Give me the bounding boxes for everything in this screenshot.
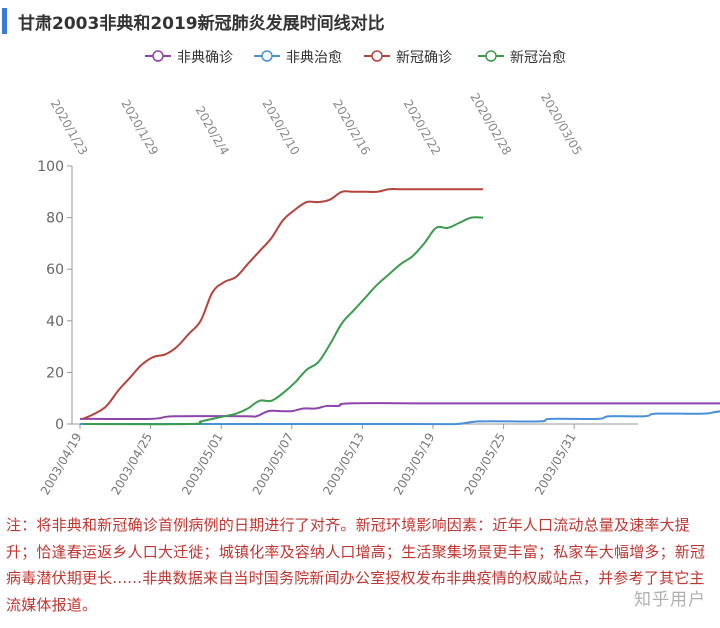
legend-marker [371,50,383,62]
x-top-tick-label: 2020/2/16 [330,97,373,157]
x-top-tick-label: 2020/2/22 [401,97,444,157]
title-accent-bar [2,8,7,34]
x-bottom-tick-label: 2003/04/25 [108,431,155,498]
legend-marker [485,50,497,62]
series-line-1 [79,410,720,426]
y-tick-label: 40 [46,314,64,330]
x-bottom-tick-label: 2003/04/19 [38,431,85,498]
legend-label: 非典治愈 [286,50,342,66]
y-tick-label: 60 [46,262,64,278]
series-line-2 [82,188,484,420]
y-tick-label: 100 [37,159,64,175]
x-top-tick-label: 2020/2/10 [259,97,302,157]
watermark: 知乎用户 [634,590,706,610]
x-bottom-tick-label: 2003/05/19 [391,431,438,498]
x-bottom-tick-label: 2003/05/01 [179,431,226,498]
legend-marker [261,50,273,62]
chart-title: 甘肃2003非典和2019新冠肺炎发展时间线对比 [18,14,385,34]
chart-title-bar: 甘肃2003非典和2019新冠肺炎发展时间线对比 [0,6,720,36]
x-bottom-tick-label: 2003/05/07 [250,431,297,498]
series-line-3 [82,216,484,426]
x-top-tick-label: 2020/1/23 [48,97,91,157]
series-line-0 [79,402,720,421]
legend-label: 新冠确诊 [396,50,452,66]
legend-marker [152,50,164,62]
x-top-tick-label: 2020/1/29 [118,97,161,157]
y-tick-label: 0 [55,417,64,433]
x-bottom-tick-label: 2003/05/13 [320,431,367,498]
x-top-tick-label: 2020/02/28 [467,91,514,158]
x-top-tick-label: 2020/2/4 [193,104,232,158]
y-tick-label: 80 [46,211,64,227]
legend-label: 新冠治愈 [510,50,566,66]
y-tick-label: 20 [46,365,64,381]
x-top-tick-label: 2020/03/05 [538,91,585,158]
x-bottom-tick-label: 2003/05/25 [461,430,508,497]
chart-note: 注：将非典和新冠确诊首例病例的日期进行了对齐。新冠环境影响因素：近年人口流动总量… [6,516,706,614]
legend-label: 非典确诊 [177,50,233,66]
x-bottom-tick-label: 2003/05/31 [532,431,579,498]
chart-area: 非典确诊 非典治愈 新冠确诊 新冠治愈 0 20 40 60 80 100 2003/04/19 20… [37,50,720,498]
